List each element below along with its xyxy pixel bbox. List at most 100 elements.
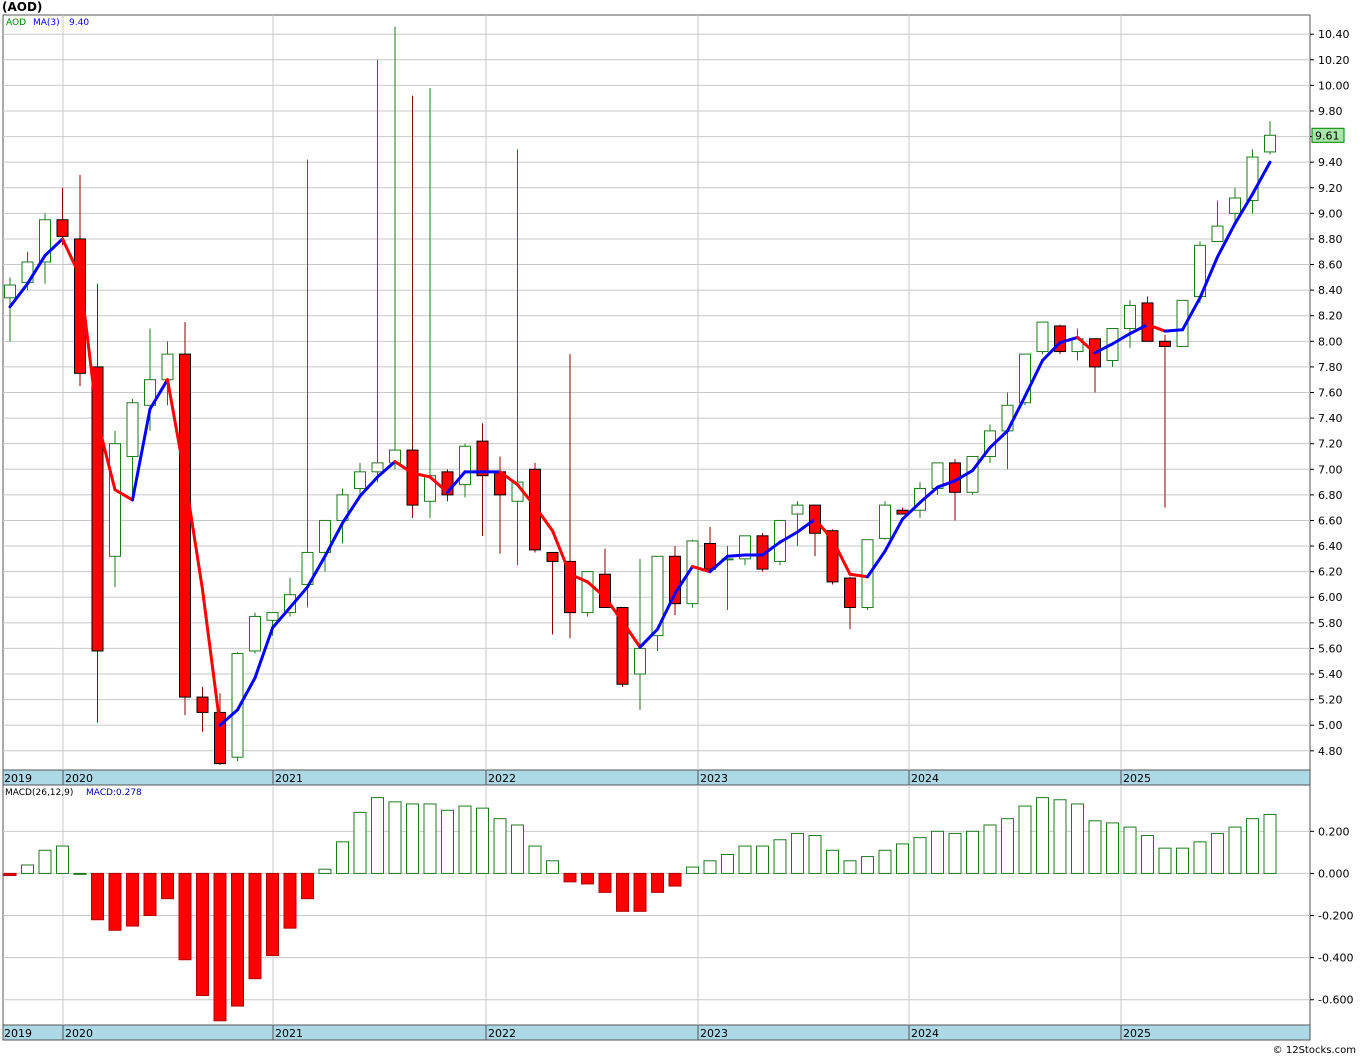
candle-body [1264, 134, 1276, 153]
candle [669, 546, 681, 616]
ma-line-segment [1093, 342, 1114, 355]
macd-y-tick-label: 0.200 [1318, 825, 1350, 838]
price-y-tick-label: 8.20 [1318, 310, 1343, 323]
macd-bar [983, 824, 997, 874]
candle-body [879, 504, 891, 539]
candle [739, 535, 751, 566]
macd-bar [1158, 847, 1172, 874]
candle-body [739, 535, 751, 560]
macd-bar [598, 872, 612, 893]
macd-bar [283, 872, 297, 929]
ma-line-segment [761, 540, 782, 557]
macd-bar [1193, 841, 1207, 874]
price-y-tick-label: 6.80 [1318, 489, 1343, 502]
macd-bar [248, 872, 262, 980]
macd-bar [353, 811, 367, 874]
candle-body [1019, 353, 1031, 404]
macd-bar [1141, 835, 1154, 874]
candle [319, 519, 331, 572]
macd-bar [773, 839, 787, 874]
candle-body [319, 519, 331, 553]
credit-text: © 12Stocks.com [1272, 1045, 1356, 1056]
candle-body [91, 366, 104, 652]
ma-line-segment [848, 572, 869, 579]
candle [56, 187, 69, 246]
macd-bar [1088, 820, 1102, 874]
ma-line-segment [288, 585, 309, 609]
price-y-tick-label: 9.80 [1318, 105, 1343, 118]
macd-bar [791, 832, 804, 874]
price-y-tick-label: 9.00 [1318, 207, 1343, 220]
candle-body [546, 551, 559, 562]
candle-body [1159, 340, 1171, 347]
candle-body [669, 555, 681, 605]
price-y-tick-label: 8.40 [1318, 284, 1343, 297]
macd-legend-value: MACD:0.278 [86, 788, 142, 798]
candle [879, 501, 891, 540]
macd-bar [476, 807, 489, 874]
candle [371, 59, 384, 483]
ma-line-segment [1041, 341, 1062, 363]
candle [581, 571, 594, 617]
ma-line-segment [148, 378, 169, 411]
candle [546, 551, 559, 635]
ma-line-segment [1076, 335, 1097, 355]
candle [406, 95, 419, 518]
macd-bar [56, 845, 69, 874]
price-x-tick-label: 2021 [275, 772, 303, 785]
ma-line-segment [1023, 359, 1044, 398]
last-price-label: 9.61 [1315, 129, 1340, 142]
candle-body [1054, 325, 1066, 353]
ma-line-segment [691, 565, 712, 574]
candle [1124, 300, 1136, 348]
ma-line-segment [1058, 335, 1079, 345]
ma-line-segment [638, 627, 659, 649]
macd-bar [231, 872, 244, 1007]
macd-bar [878, 849, 892, 874]
candle [231, 652, 244, 762]
macd-bar [301, 872, 314, 900]
macd-bar [703, 860, 717, 874]
macd-bar [686, 866, 699, 874]
price-y-tick-label: 5.00 [1318, 719, 1343, 732]
macd-bar [1053, 799, 1067, 874]
price-y-tick-label: 5.60 [1318, 642, 1343, 655]
candle-body [4, 284, 16, 299]
price-x-tick-label: 2025 [1123, 772, 1151, 785]
ma-line-segment [253, 626, 274, 680]
ma-line-segment [1006, 394, 1027, 433]
candle-body [704, 543, 716, 570]
ma-line-segment [131, 407, 152, 502]
ma-line-segment [1198, 255, 1219, 300]
candle [651, 555, 664, 651]
candle [39, 213, 51, 284]
macd-bar [738, 845, 752, 874]
macd-bar [1211, 832, 1224, 874]
macd-bar [948, 832, 962, 874]
candle-body [354, 471, 366, 489]
macd-bar [931, 830, 944, 874]
macd-x-tick-label: 2019 [4, 1027, 32, 1040]
macd-y-tick-label: -0.600 [1318, 994, 1353, 1007]
macd-bar [1106, 822, 1119, 874]
last-price-label-box [1311, 127, 1345, 143]
candle [109, 430, 121, 588]
ma-line-segment [323, 521, 344, 558]
macd-bar [1123, 826, 1137, 874]
candle-body [74, 238, 86, 374]
candle [1246, 149, 1259, 214]
candle-body [214, 711, 226, 765]
price-legend-ma-label: MA(3) [33, 18, 60, 28]
candle-body [1211, 225, 1224, 243]
price-y-tick-label: 10.20 [1318, 54, 1350, 67]
candle-body [861, 539, 874, 608]
ma-line-segment [43, 237, 64, 258]
ma-line-segment [411, 471, 432, 479]
price-y-tick-label: 6.60 [1318, 514, 1343, 527]
macd-bar [721, 853, 734, 874]
macd-bar [371, 797, 384, 874]
candle-body [126, 402, 139, 457]
ma-line-segment [778, 530, 799, 544]
candle-body [441, 471, 454, 496]
